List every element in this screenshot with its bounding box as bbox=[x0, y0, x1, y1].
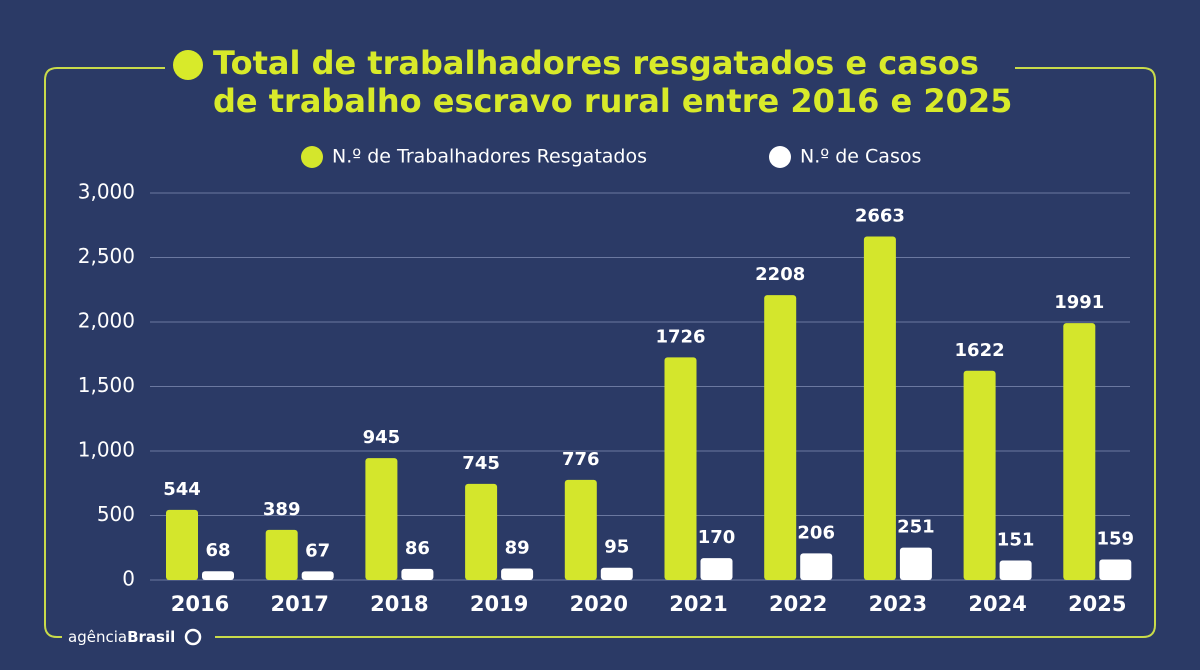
value-label: 89 bbox=[505, 538, 530, 559]
bar bbox=[465, 483, 498, 580]
y-tick-label: 1,000 bbox=[78, 438, 135, 462]
x-tick-label: 2024 bbox=[968, 592, 1026, 616]
bar bbox=[1099, 559, 1132, 580]
bar bbox=[401, 568, 434, 580]
y-tick-label: 1,500 bbox=[78, 373, 135, 397]
legend-marker bbox=[301, 146, 323, 168]
bar bbox=[564, 479, 597, 580]
y-tick-label: 2,500 bbox=[78, 244, 135, 268]
value-label: 945 bbox=[363, 427, 401, 448]
y-tick-label: 2,000 bbox=[78, 309, 135, 333]
value-label: 1622 bbox=[955, 340, 1005, 361]
bar bbox=[600, 567, 633, 580]
x-tick-label: 2017 bbox=[270, 592, 328, 616]
x-tick-label: 2022 bbox=[769, 592, 827, 616]
bar bbox=[664, 357, 697, 580]
value-label: 86 bbox=[405, 538, 430, 559]
legend-label: N.º de Trabalhadores Resgatados bbox=[332, 146, 647, 168]
value-label: 776 bbox=[562, 449, 600, 470]
bar bbox=[764, 295, 797, 580]
legend-marker bbox=[769, 146, 791, 168]
bar bbox=[899, 547, 932, 580]
bar bbox=[800, 553, 833, 580]
value-label: 1726 bbox=[655, 326, 705, 347]
value-label: 389 bbox=[263, 499, 301, 520]
value-label: 1991 bbox=[1054, 292, 1104, 313]
bar bbox=[700, 558, 733, 580]
bar bbox=[1063, 323, 1096, 580]
value-label: 206 bbox=[797, 522, 835, 543]
value-label: 68 bbox=[205, 540, 230, 561]
x-tick-label: 2016 bbox=[171, 592, 229, 616]
y-tick-label: 500 bbox=[97, 502, 135, 526]
legend-label: N.º de Casos bbox=[800, 146, 921, 168]
x-tick-label: 2019 bbox=[470, 592, 528, 616]
value-label: 251 bbox=[897, 517, 935, 538]
value-label: 159 bbox=[1097, 528, 1135, 549]
logo: agênciaBrasil bbox=[68, 628, 175, 646]
value-label: 67 bbox=[305, 540, 330, 561]
y-tick-label: 0 bbox=[122, 567, 135, 591]
x-tick-label: 2020 bbox=[570, 592, 628, 616]
value-label: 2663 bbox=[855, 205, 905, 226]
bar bbox=[863, 236, 896, 580]
bar bbox=[202, 571, 234, 580]
bar bbox=[166, 509, 198, 580]
bar bbox=[265, 529, 298, 580]
bar bbox=[301, 571, 334, 580]
bar bbox=[501, 568, 534, 580]
chart-title: de trabalho escravo rural entre 2016 e 2… bbox=[213, 82, 1012, 120]
value-label: 170 bbox=[698, 527, 736, 548]
bar bbox=[365, 458, 398, 580]
x-tick-label: 2023 bbox=[869, 592, 927, 616]
bar bbox=[999, 560, 1032, 580]
title-bullet bbox=[173, 50, 203, 80]
value-label: 544 bbox=[163, 479, 201, 500]
bar bbox=[963, 370, 996, 580]
frame bbox=[44, 67, 1156, 638]
chart-title: Total de trabalhadores resgatados e caso… bbox=[213, 44, 979, 82]
logo-icon bbox=[184, 628, 202, 646]
y-tick-label: 3,000 bbox=[78, 180, 135, 204]
x-tick-label: 2018 bbox=[370, 592, 428, 616]
value-label: 151 bbox=[997, 530, 1035, 551]
logo-prefix: agência bbox=[68, 628, 127, 646]
value-label: 745 bbox=[462, 453, 500, 474]
logo-name: Brasil bbox=[127, 628, 175, 646]
x-tick-label: 2021 bbox=[669, 592, 727, 616]
value-label: 95 bbox=[604, 537, 629, 558]
x-tick-label: 2025 bbox=[1068, 592, 1126, 616]
value-label: 2208 bbox=[755, 264, 805, 285]
